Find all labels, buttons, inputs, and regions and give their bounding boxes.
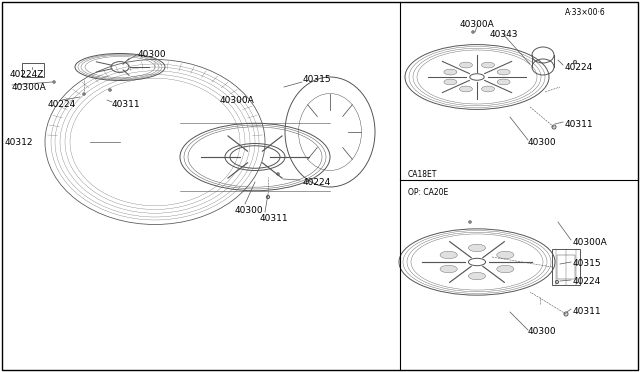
Text: 40300A: 40300A	[12, 83, 47, 92]
Ellipse shape	[497, 251, 514, 259]
Text: 40224: 40224	[565, 62, 593, 71]
Text: 40300A: 40300A	[460, 19, 495, 29]
Ellipse shape	[444, 69, 457, 75]
Text: 40312: 40312	[5, 138, 33, 147]
Text: 40300: 40300	[138, 49, 166, 58]
Bar	[552, 249, 580, 285]
Text: 40300: 40300	[235, 205, 264, 215]
Ellipse shape	[481, 86, 495, 92]
Ellipse shape	[468, 244, 486, 251]
Text: 40311: 40311	[112, 99, 141, 109]
Ellipse shape	[444, 79, 457, 85]
Ellipse shape	[460, 86, 472, 92]
Text: CA18ET: CA18ET	[408, 170, 437, 179]
Text: 40315: 40315	[573, 260, 602, 269]
Ellipse shape	[497, 265, 514, 273]
Text: 40311: 40311	[565, 119, 594, 128]
Ellipse shape	[481, 62, 495, 68]
Ellipse shape	[440, 251, 457, 259]
Ellipse shape	[468, 272, 486, 280]
Text: 40311: 40311	[260, 214, 289, 222]
Text: 40300A: 40300A	[573, 237, 608, 247]
Text: 40315: 40315	[303, 74, 332, 83]
Bar	[22, 63, 44, 77]
Text: 40224Z: 40224Z	[10, 70, 44, 78]
Text: 40224: 40224	[573, 278, 601, 286]
Ellipse shape	[497, 69, 510, 75]
Text: 40300: 40300	[528, 327, 557, 337]
Text: 40300A: 40300A	[220, 96, 255, 105]
Text: OP: CA20E: OP: CA20E	[408, 187, 448, 196]
Text: 40343: 40343	[490, 29, 518, 38]
Text: 40224: 40224	[303, 177, 332, 186]
Text: A·33×00·6: A·33×00·6	[565, 7, 605, 16]
Text: 40300: 40300	[528, 138, 557, 147]
Text: 40224: 40224	[48, 99, 76, 109]
Ellipse shape	[440, 265, 457, 273]
Text: 40311: 40311	[573, 308, 602, 317]
Ellipse shape	[460, 62, 472, 68]
Bar	[557, 255, 575, 279]
Ellipse shape	[497, 79, 510, 85]
